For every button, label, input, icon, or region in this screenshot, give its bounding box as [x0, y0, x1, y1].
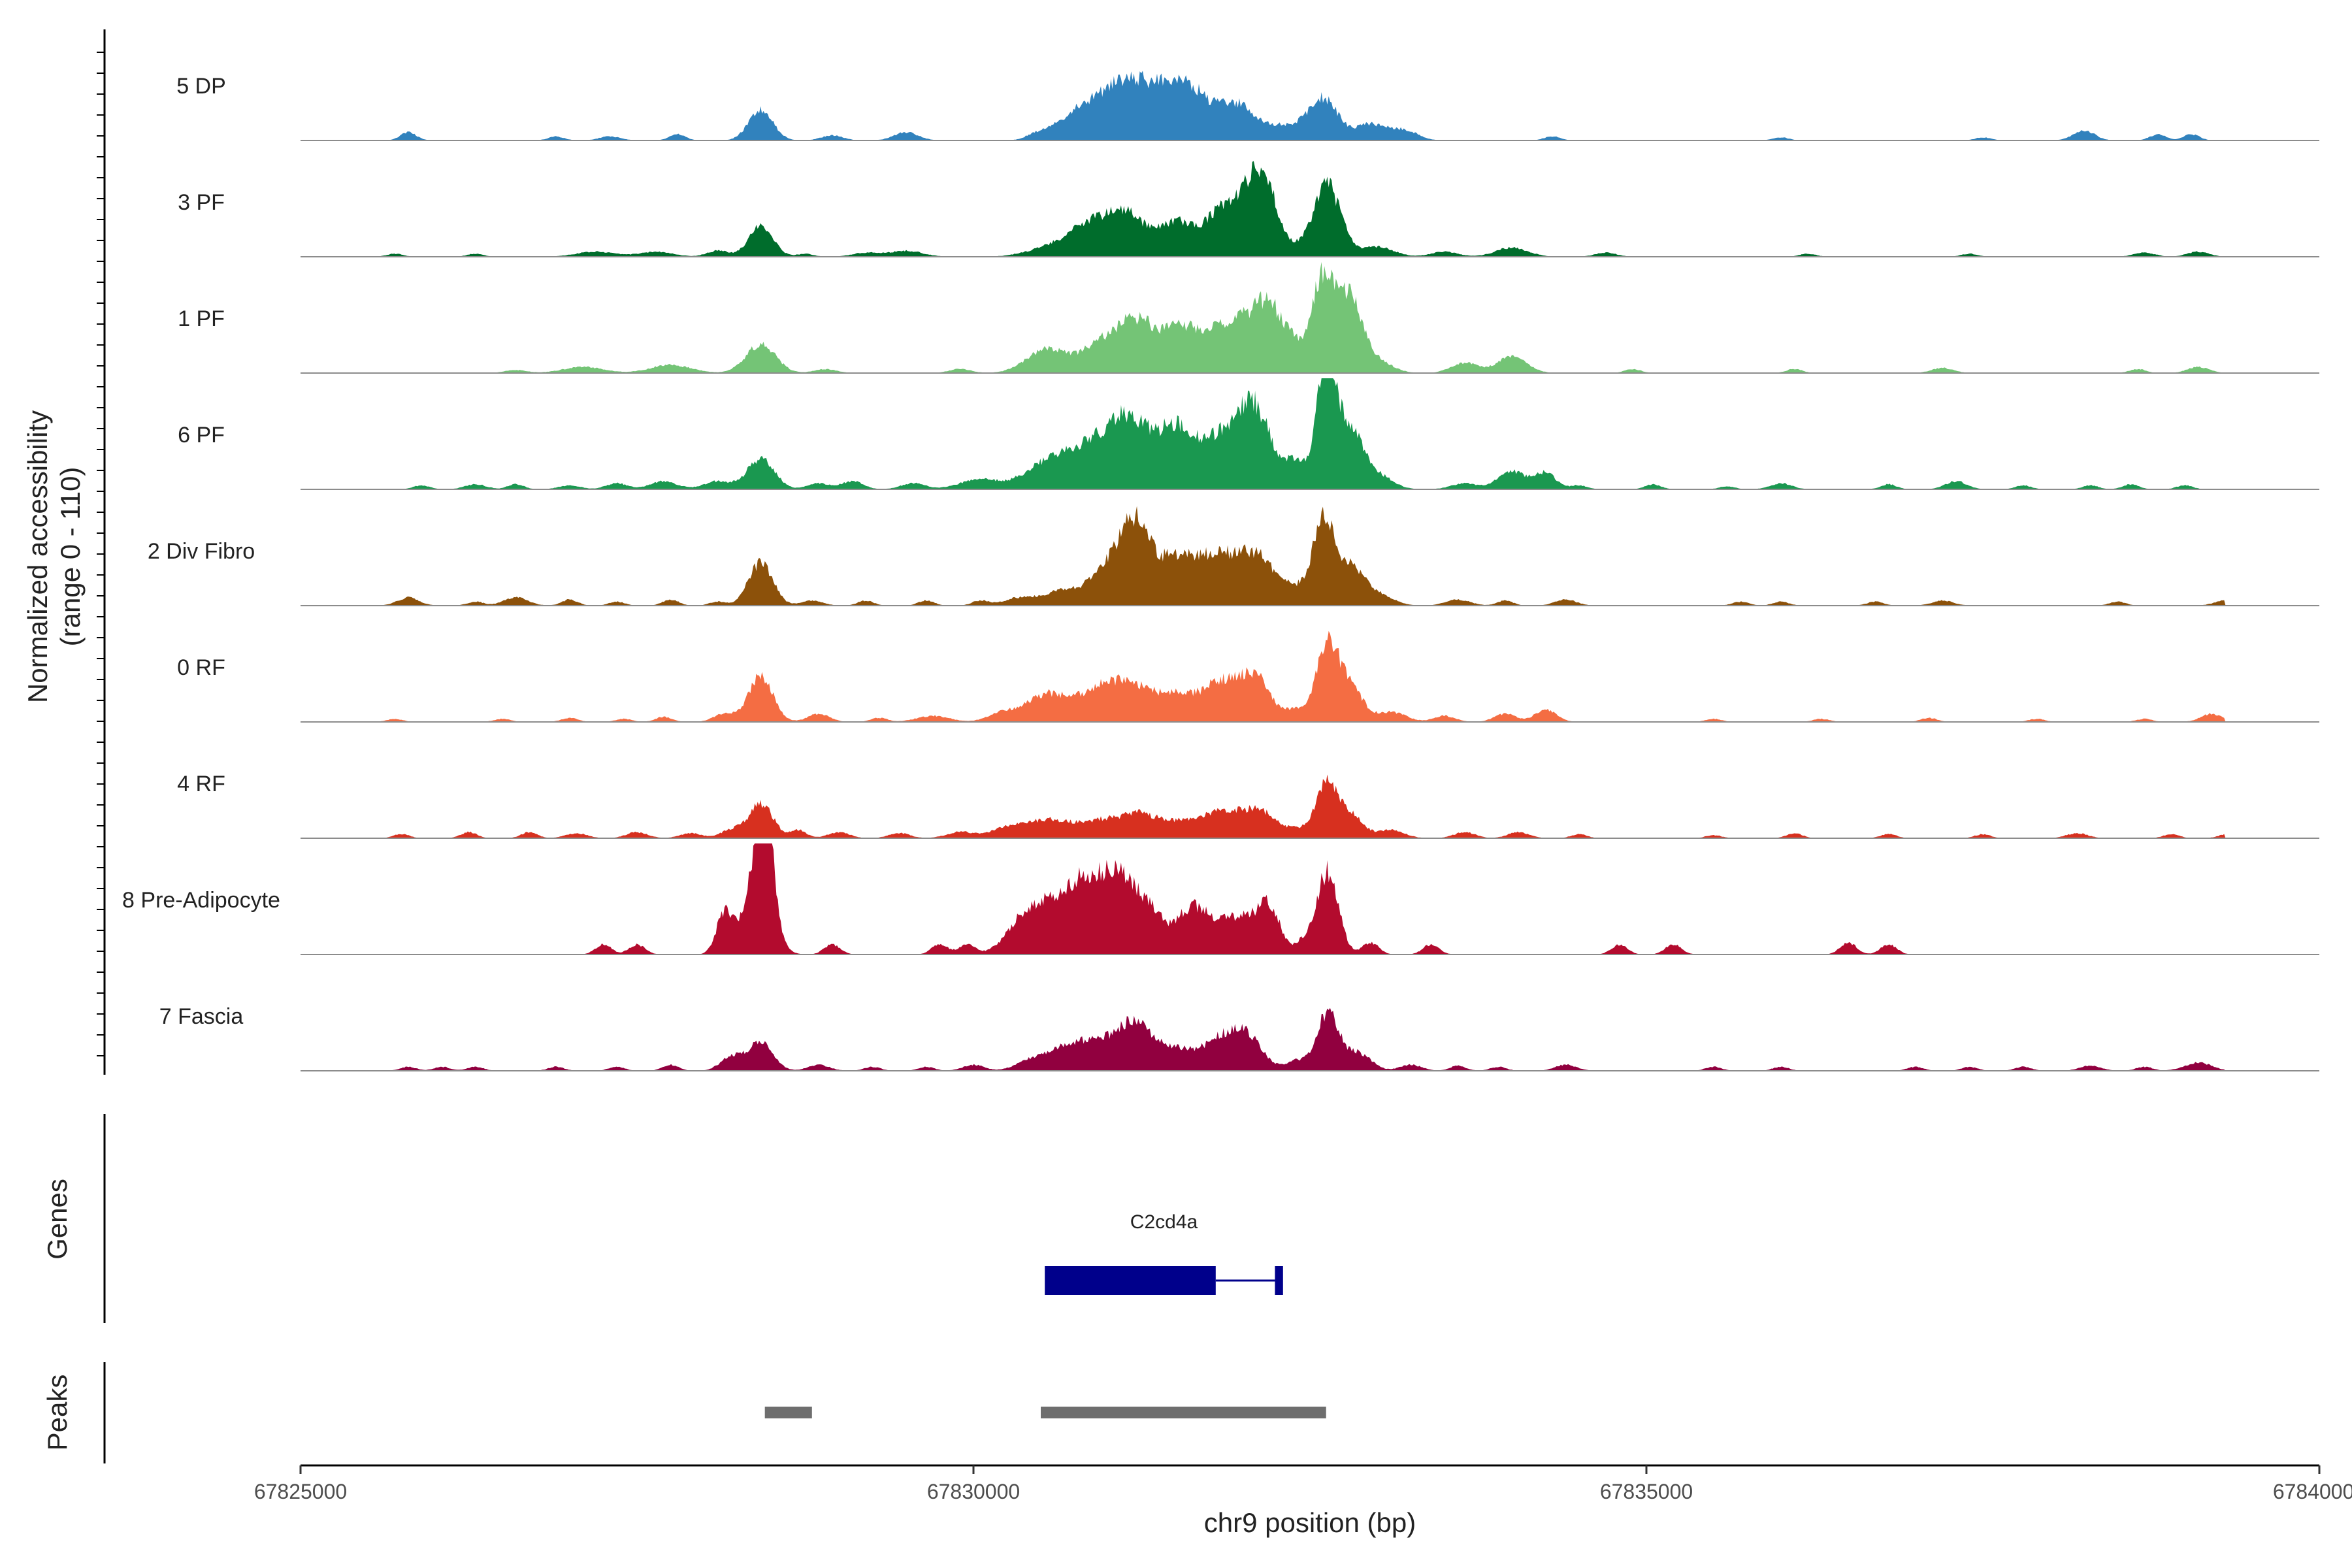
track-label: 5 DP: [176, 74, 226, 99]
genes-panel-label: Genes: [42, 1179, 73, 1260]
track-label: 2 Div Fibro: [148, 539, 255, 564]
y-axis-title-line2: (range 0 - 110): [55, 467, 86, 647]
coverage-area: [301, 843, 2319, 955]
coverage-area: [301, 378, 2319, 489]
y-axis-title-line1: Normalized accessibility: [22, 410, 53, 703]
coverage-area: [301, 1007, 2319, 1071]
coverage-tracks: 5 DP 3 PF 1 PF 6 PF 2 Div Fibro 0 RF 4 RF 8 Pre…: [122, 71, 2319, 1071]
peak-region: [764, 1407, 812, 1418]
track-5-dp: 5 DP: [176, 71, 2319, 141]
x-tick-label: 67835000: [1600, 1480, 1693, 1503]
x-tick-label: 67825000: [254, 1480, 347, 1503]
track-label: 7 Fascia: [159, 1004, 244, 1029]
track-0-rf: 0 RF: [177, 630, 2319, 723]
track-label: 8 Pre-Adipocyte: [122, 888, 280, 913]
track-label: 0 RF: [177, 655, 225, 680]
track-3-pf: 3 PF: [178, 161, 2319, 257]
track-label: 3 PF: [178, 190, 225, 215]
y-axis-title: Normalized accessibility (range 0 - 110): [22, 410, 86, 703]
gene-exon: [1275, 1266, 1283, 1295]
track-label: 4 RF: [177, 772, 225, 796]
left-axes: [97, 29, 106, 1463]
x-tick-label: 67830000: [927, 1480, 1020, 1503]
track-label: 6 PF: [178, 423, 225, 448]
gene-panel: C2cd4a: [1045, 1211, 1283, 1295]
peak-region: [1041, 1407, 1326, 1418]
peaks-panel-label: Peaks: [42, 1375, 73, 1451]
gene-name-label: C2cd4a: [1130, 1211, 1198, 1233]
track-4-rf: 4 RF: [177, 772, 2319, 839]
track-1-pf: 1 PF: [178, 262, 2319, 374]
coverage-area: [301, 262, 2319, 373]
coverage-area: [301, 71, 2319, 140]
track-7-fascia: 7 Fascia: [159, 1004, 2319, 1071]
track-label: 1 PF: [178, 306, 225, 331]
coverage-area: [301, 630, 2319, 722]
track-6-pf: 6 PF: [178, 378, 2319, 490]
coverage-area: [301, 161, 2319, 257]
coverage-area: [301, 774, 2319, 838]
track-8-pre-adipocyte: 8 Pre-Adipocyte: [122, 843, 2319, 955]
x-tick-label: 67840000: [2273, 1480, 2352, 1503]
peak-panel: [764, 1407, 1326, 1418]
coverage-area: [301, 506, 2319, 606]
gene-exon: [1045, 1266, 1216, 1295]
x-axis: 67825000 67830000 67835000 67840000: [254, 1464, 2352, 1503]
track-2-div-fibro: 2 Div Fibro: [148, 506, 2319, 606]
x-axis-title: chr9 position (bp): [1204, 1507, 1416, 1538]
